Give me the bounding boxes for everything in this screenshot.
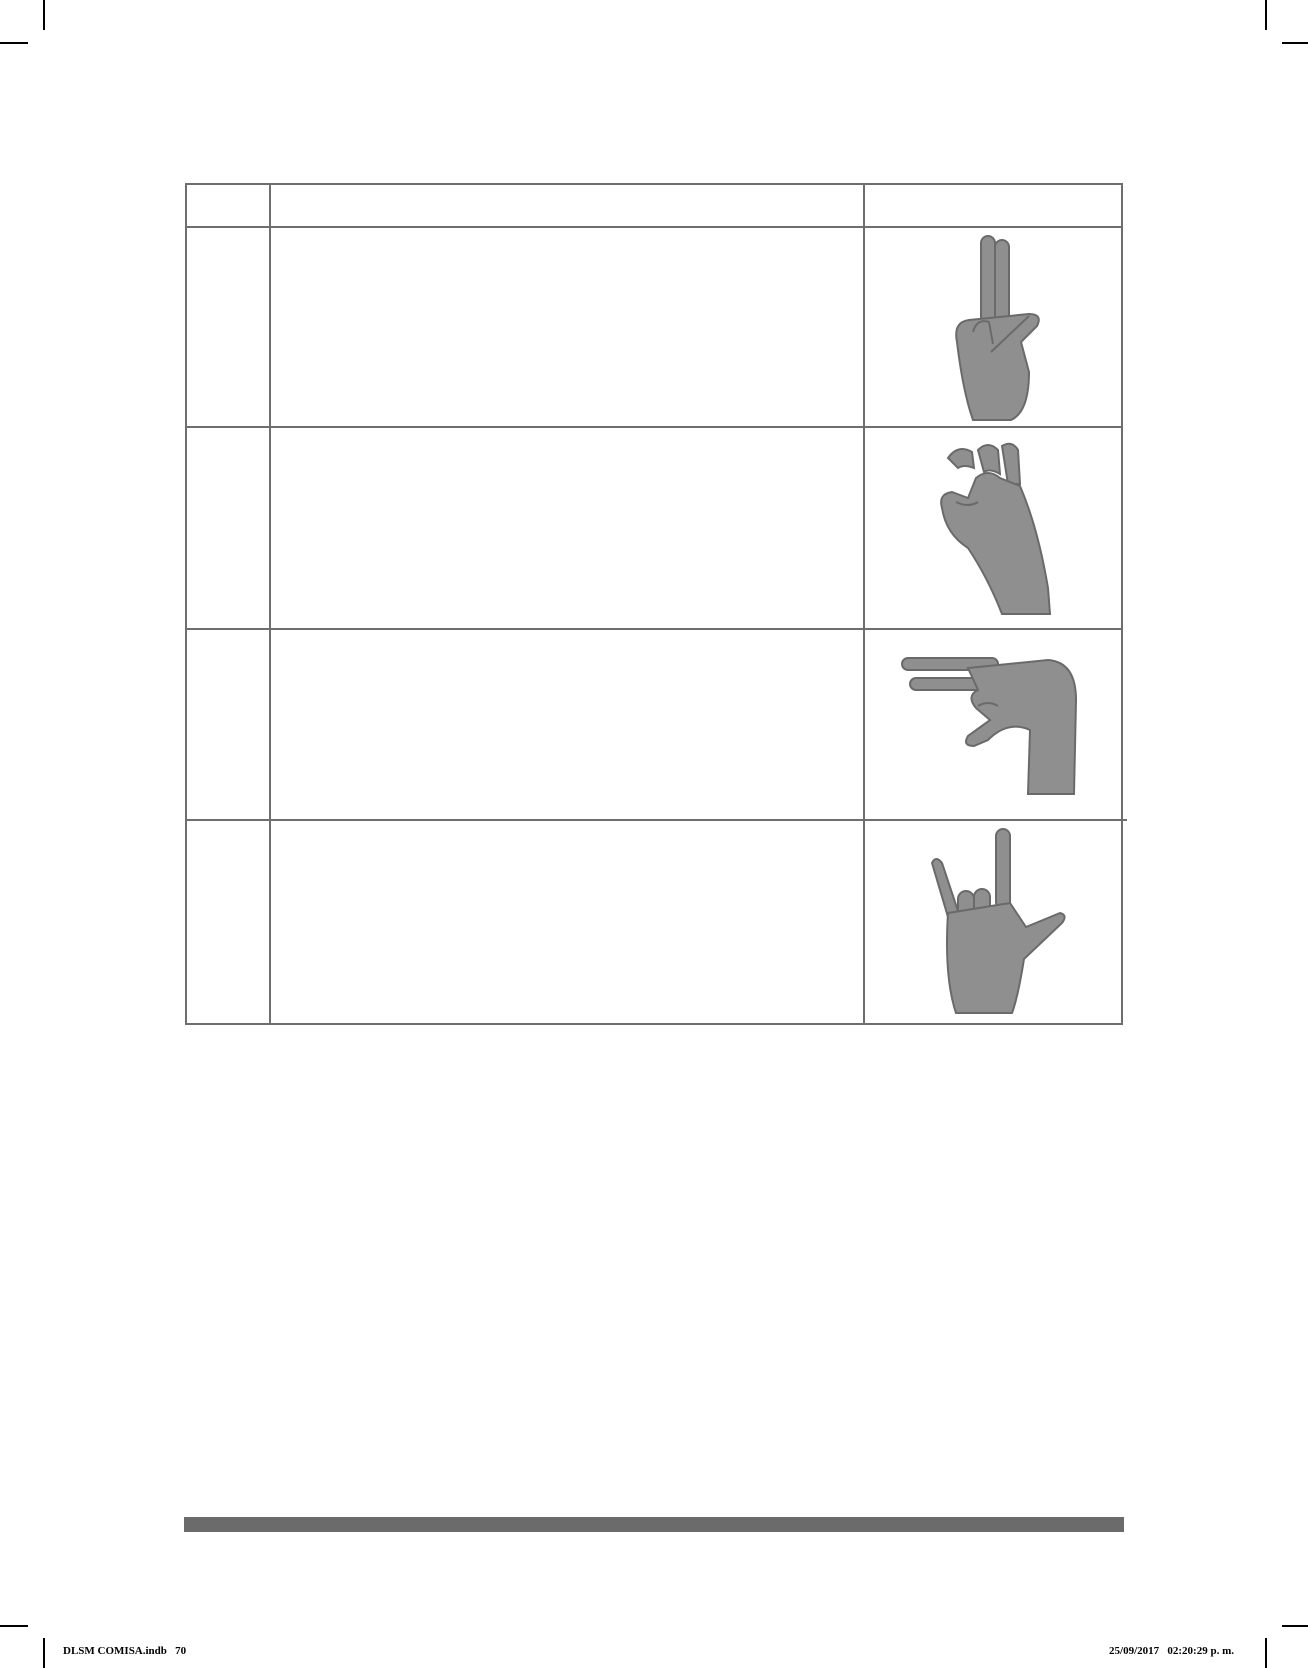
slug-timestamp: 25/09/2017 02:20:29 p. m. bbox=[1109, 1645, 1234, 1657]
table-header-divider bbox=[187, 226, 1121, 228]
table-header-cell bbox=[865, 185, 1121, 226]
table-row-image-cell bbox=[865, 228, 1121, 426]
crop-mark-top-left-vertical bbox=[43, 0, 45, 30]
table-row-divider bbox=[187, 426, 1121, 428]
table-column-divider bbox=[863, 185, 865, 1023]
table-row-divider bbox=[187, 819, 1127, 821]
footer-bar bbox=[184, 1517, 1124, 1532]
table-row-description bbox=[271, 228, 863, 426]
sign-table bbox=[185, 183, 1127, 1025]
hand-sign-i-love-you-icon bbox=[930, 828, 1066, 1014]
crop-mark-bottom-left-vertical bbox=[43, 1638, 45, 1668]
table-row-image-cell bbox=[865, 428, 1121, 628]
table-row-divider bbox=[187, 628, 1121, 630]
table-row-number bbox=[187, 630, 269, 819]
hand-sign-two-fingers-crossed-icon bbox=[955, 235, 1040, 421]
table-row-number bbox=[187, 821, 269, 1023]
hand-sign-bent-fingers-icon bbox=[940, 442, 1052, 615]
table-row-number bbox=[187, 428, 269, 628]
crop-mark-bottom-right-vertical bbox=[1265, 1638, 1267, 1668]
table-row-description bbox=[271, 821, 863, 1023]
table-column-divider bbox=[269, 185, 271, 1023]
table-row-description bbox=[271, 630, 863, 819]
table-row-image-cell bbox=[865, 630, 1121, 819]
table-row-image-cell bbox=[865, 821, 1121, 1023]
crop-mark-bottom-left-horizontal bbox=[0, 1625, 28, 1627]
crop-mark-bottom-right-horizontal bbox=[1282, 1625, 1308, 1627]
table-row-description bbox=[271, 428, 863, 628]
hand-sign-horizontal-pinch-icon bbox=[901, 656, 1078, 795]
table-header-cell bbox=[187, 185, 269, 226]
crop-mark-top-right-vertical bbox=[1265, 0, 1267, 30]
table-row-number bbox=[187, 228, 269, 426]
slug-file-name: DLSM COMISA.indb 70 bbox=[63, 1645, 187, 1657]
table-header-cell bbox=[271, 185, 863, 226]
crop-mark-top-left-horizontal bbox=[0, 42, 28, 44]
crop-mark-top-right-horizontal bbox=[1282, 42, 1308, 44]
